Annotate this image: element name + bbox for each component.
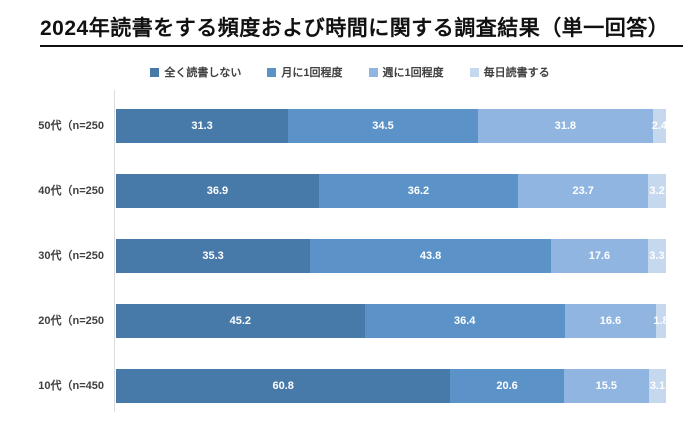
legend-item-2: 週に1回程度 [368, 64, 444, 80]
bar-value-label: 16.6 [599, 315, 622, 327]
bar-value-label: 43.8 [419, 250, 442, 262]
bar-segment: 2.4 [651, 109, 668, 143]
bar-row: 60.8 20.6 15.5 3.1 [116, 369, 666, 403]
bar-segment: 36.9 [116, 174, 319, 208]
category-label: 50代（n=250 [38, 120, 104, 132]
bar-row: 31.3 34.5 31.8 2.4 [116, 109, 668, 143]
bar-segment: 1.8 [653, 304, 669, 338]
bar-segment: 31.8 [477, 109, 653, 143]
bar-segment: 34.5 [288, 109, 478, 143]
chart-legend: 全く読書しない 月に1回程度 週に1回程度 毎日読書する [0, 64, 700, 80]
legend-swatch-icon [267, 67, 277, 77]
bar-segment: 16.6 [564, 304, 657, 338]
category-label: 40代（n=250 [38, 185, 104, 197]
plot-area: 31.3 34.5 31.8 2.4 36.9 36.2 23.7 3.2 35.3 43.8 17… [114, 90, 669, 412]
bar-segment: 3.1 [648, 369, 666, 403]
bar-value-label: 1.8 [653, 315, 669, 327]
bar-segment: 36.4 [364, 304, 565, 338]
bar-value-label: 31.3 [191, 120, 213, 132]
bar-segment: 43.8 [310, 239, 552, 273]
bar-value-label: 60.8 [272, 380, 294, 392]
bar-value-label: 23.7 [572, 185, 594, 197]
bar-value-label: 36.4 [453, 315, 476, 327]
bar-value-label: 31.8 [554, 120, 577, 132]
bar-segment: 23.7 [518, 174, 649, 208]
bar-row: 45.2 36.4 16.6 1.8 [116, 304, 669, 338]
bar-value-label: 34.5 [372, 120, 394, 132]
bar-value-label: 36.9 [206, 185, 229, 197]
bar-value-label: 3.3 [649, 250, 665, 262]
bar-value-label: 35.3 [202, 250, 224, 262]
chart-title: 2024年読書をする頻度および時間に関する調査結果（単一回答） [40, 12, 684, 47]
bar-value-label: 2.4 [651, 120, 668, 132]
legend-item-0: 全く読書しない [150, 64, 241, 80]
legend-swatch-icon [469, 67, 479, 77]
bar-segment: 20.6 [450, 369, 564, 403]
bar-segment: 35.3 [116, 239, 311, 273]
bar-value-label: 3.1 [649, 380, 666, 392]
legend-item-3: 毎日読書する [469, 64, 550, 80]
legend-label: 毎日読書する [483, 67, 550, 79]
bar-value-label: 15.5 [595, 380, 618, 392]
legend-item-1: 月に1回程度 [267, 64, 343, 80]
legend-label: 全く読書しない [164, 67, 242, 79]
category-label: 30代（n=250 [38, 250, 104, 262]
category-label: 10代（n=450 [38, 380, 104, 392]
bar-row: 35.3 43.8 17.6 3.3 [116, 239, 666, 273]
legend-label: 月に1回程度 [281, 67, 343, 79]
bar-value-label: 17.6 [588, 250, 611, 262]
bar-segment: 17.6 [551, 239, 648, 273]
bar-value-label: 3.2 [649, 185, 665, 197]
category-label: 20代（n=250 [38, 315, 104, 327]
bar-segment: 3.3 [647, 239, 666, 273]
bar-segment: 3.2 [648, 174, 666, 208]
bar-value-label: 36.2 [407, 185, 430, 197]
bar-segment: 36.2 [318, 174, 519, 208]
bar-row: 36.9 36.2 23.7 3.2 [116, 174, 666, 208]
bar-segment: 60.8 [116, 369, 451, 403]
legend-swatch-icon [150, 67, 160, 77]
bar-value-label: 20.6 [496, 380, 518, 392]
bar-value-label: 45.2 [229, 315, 251, 327]
legend-label: 週に1回程度 [382, 67, 444, 79]
legend-swatch-icon [368, 67, 378, 77]
bar-segment: 15.5 [563, 369, 649, 403]
bar-segment: 31.3 [116, 109, 289, 143]
bar-segment: 45.2 [116, 304, 365, 338]
